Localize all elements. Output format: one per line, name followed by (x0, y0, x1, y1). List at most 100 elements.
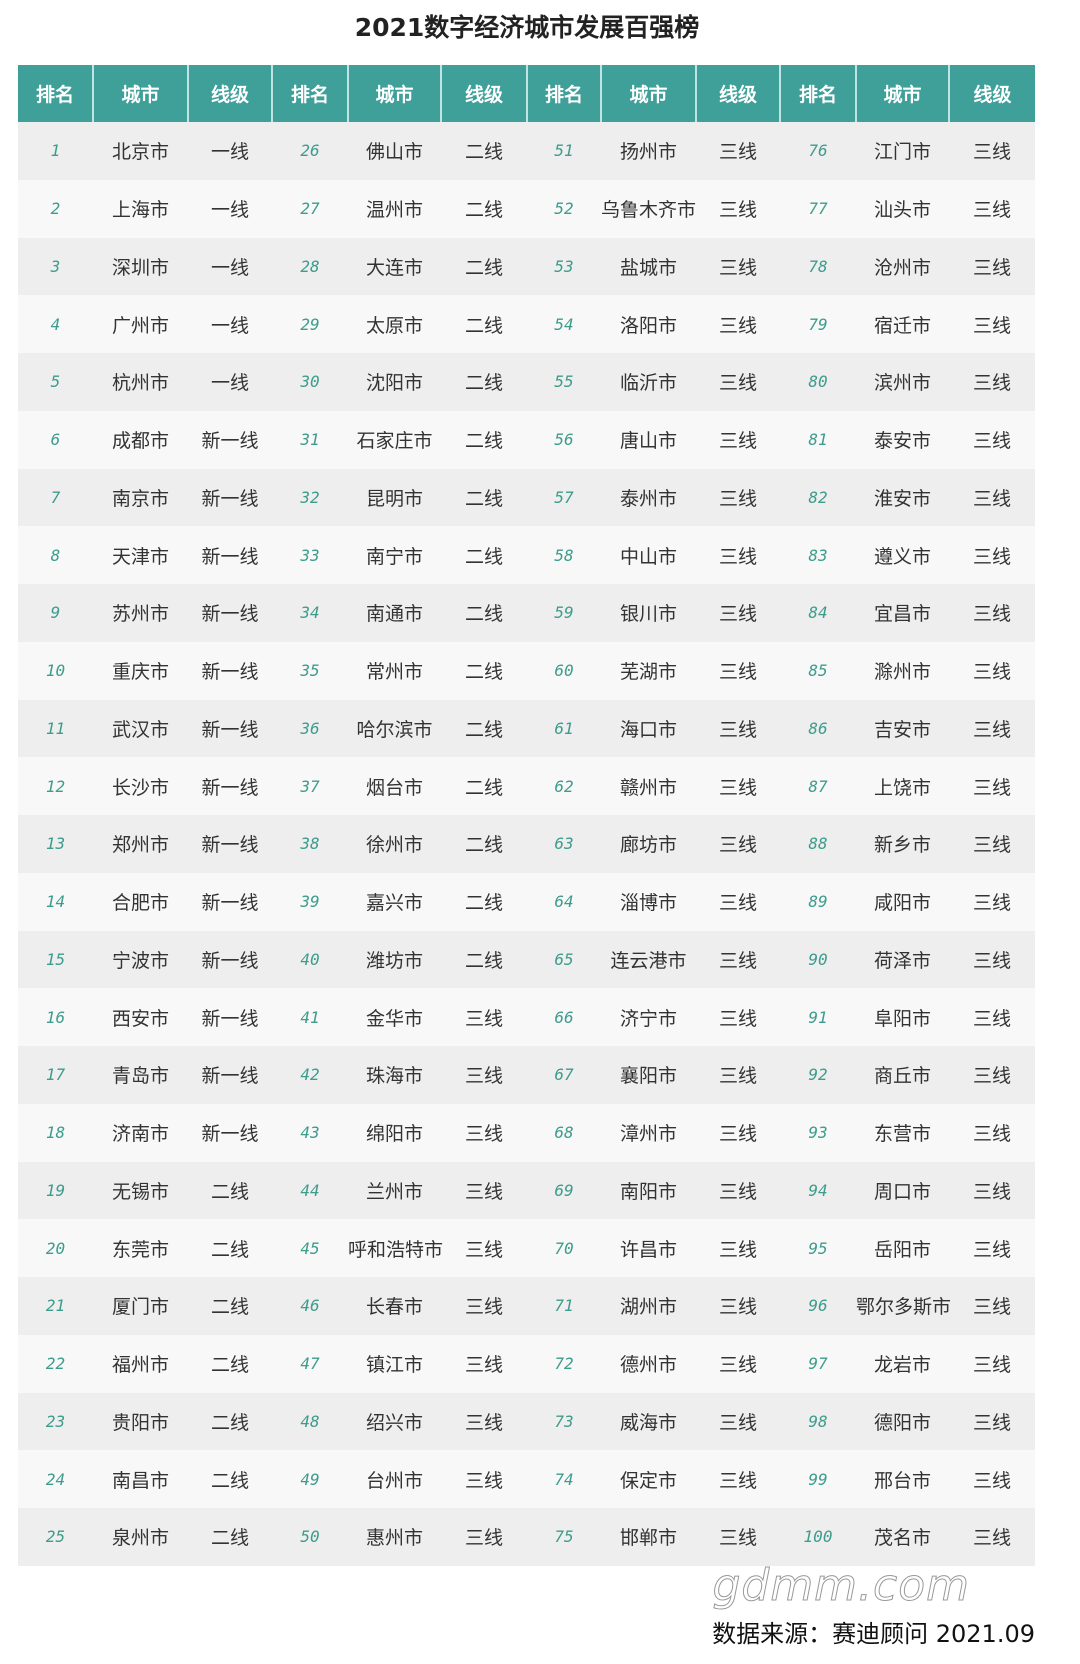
tier-cell: 新一线 (188, 988, 272, 1046)
table-row: 23 贵阳市 二线 48 绍兴市 三线 73 威海市 三线 98 德阳市 三线 (18, 1392, 1035, 1451)
rank-cell: 96 (780, 1277, 856, 1335)
city-cell: 天津市 (93, 526, 188, 584)
table-row: 15 宁波市 新一线 40 潍坊市 二线 65 连云港市 三线 90 荷泽市 三线 (18, 930, 1035, 989)
city-cell: 金华市 (348, 988, 441, 1046)
city-cell: 德阳市 (856, 1392, 949, 1451)
city-cell: 东营市 (856, 1103, 949, 1162)
tier-cell: 新一线 (188, 1046, 272, 1104)
city-cell: 沈阳市 (348, 353, 441, 411)
page-title: 2021数字经济城市发展百强榜 (354, 13, 700, 42)
tier-cell: 三线 (441, 1219, 527, 1277)
city-cell: 惠州市 (348, 1508, 441, 1566)
tier-cell: 新一线 (188, 526, 272, 584)
tier-cell: 二线 (441, 815, 527, 873)
rank-cell: 79 (780, 295, 856, 353)
rank-cell: 44 (272, 1161, 348, 1220)
city-cell: 珠海市 (348, 1046, 441, 1104)
city-cell: 临沂市 (601, 353, 696, 411)
rank-cell: 31 (272, 410, 348, 469)
city-cell: 青岛市 (93, 1046, 188, 1104)
city-cell: 宿迁市 (856, 295, 949, 353)
tier-cell: 三线 (441, 1046, 527, 1104)
table-row: 3 深圳市 一线 28 大连市 二线 53 盐城市 三线 78 沧州市 三线 (18, 237, 1035, 296)
tier-cell: 三线 (696, 1450, 780, 1508)
rank-cell: 95 (780, 1219, 856, 1277)
rank-cell: 59 (527, 584, 601, 642)
tier-cell: 三线 (949, 757, 1035, 815)
tier-cell: 新一线 (188, 815, 272, 873)
tier-cell: 三线 (696, 1508, 780, 1566)
tier-cell: 三线 (949, 237, 1035, 296)
rank-cell: 81 (780, 410, 856, 469)
tier-cell: 二线 (188, 1392, 272, 1451)
rank-cell: 9 (18, 584, 93, 642)
tier-cell: 三线 (949, 526, 1035, 584)
city-cell: 上饶市 (856, 757, 949, 815)
city-cell: 淮安市 (856, 468, 949, 527)
city-header: 城市 (92, 65, 188, 122)
city-cell: 绵阳市 (348, 1103, 441, 1162)
rank-cell: 41 (272, 988, 348, 1046)
rank-cell: 56 (527, 410, 601, 469)
rank-header: 排名 (18, 65, 93, 122)
rank-cell: 22 (18, 1334, 93, 1393)
city-cell: 廊坊市 (601, 815, 696, 873)
city-cell: 淄博市 (601, 872, 696, 931)
tier-cell: 三线 (696, 584, 780, 642)
city-cell: 哈尔滨市 (348, 699, 441, 758)
tier-cell: 新一线 (188, 641, 272, 700)
tier-cell: 三线 (696, 699, 780, 758)
city-cell: 滨州市 (856, 353, 949, 411)
rank-cell: 24 (18, 1450, 93, 1508)
rank-cell: 27 (272, 179, 348, 238)
rank-cell: 82 (780, 468, 856, 527)
rank-cell: 13 (18, 815, 93, 873)
city-cell: 镇江市 (348, 1334, 441, 1393)
city-cell: 宜昌市 (856, 584, 949, 642)
rank-cell: 25 (18, 1508, 93, 1566)
tier-cell: 新一线 (188, 757, 272, 815)
tier-cell: 新一线 (188, 872, 272, 931)
tier-cell: 一线 (188, 237, 272, 296)
rank-cell: 94 (780, 1161, 856, 1220)
city-cell: 泰州市 (601, 468, 696, 527)
rank-cell: 12 (18, 757, 93, 815)
city-cell: 海口市 (601, 699, 696, 758)
city-cell: 潍坊市 (348, 930, 441, 989)
rank-cell: 48 (272, 1392, 348, 1451)
tier-cell: 三线 (696, 815, 780, 873)
city-cell: 南宁市 (348, 526, 441, 584)
city-header: 城市 (347, 65, 441, 122)
city-cell: 南京市 (93, 468, 188, 527)
rank-cell: 10 (18, 641, 93, 700)
city-cell: 周口市 (856, 1161, 949, 1220)
rank-cell: 20 (18, 1219, 93, 1277)
tier-cell: 二线 (188, 1277, 272, 1335)
city-cell: 遵义市 (856, 526, 949, 584)
rank-cell: 28 (272, 237, 348, 296)
table-row: 6 成都市 新一线 31 石家庄市 二线 56 唐山市 三线 81 泰安市 三线 (18, 410, 1035, 469)
table-row: 11 武汉市 新一线 36 哈尔滨市 二线 61 海口市 三线 86 吉安市 三线 (18, 699, 1035, 758)
tier-cell: 二线 (441, 699, 527, 758)
tier-cell: 二线 (441, 353, 527, 411)
tier-cell: 三线 (949, 641, 1035, 700)
tier-cell: 一线 (188, 295, 272, 353)
tier-cell: 三线 (441, 1161, 527, 1220)
table-row: 19 无锡市 二线 44 兰州市 三线 69 南阳市 三线 94 周口市 三线 (18, 1161, 1035, 1220)
rank-cell: 68 (527, 1103, 601, 1162)
tier-cell: 一线 (188, 122, 272, 180)
rank-cell: 55 (527, 353, 601, 411)
tier-cell: 三线 (696, 468, 780, 527)
rank-cell: 69 (527, 1161, 601, 1220)
rank-cell: 19 (18, 1161, 93, 1220)
rank-cell: 46 (272, 1277, 348, 1335)
rank-cell: 3 (18, 237, 93, 296)
tier-cell: 一线 (188, 179, 272, 238)
city-cell: 吉安市 (856, 699, 949, 758)
tier-cell: 三线 (949, 872, 1035, 931)
rank-cell: 64 (527, 872, 601, 931)
city-cell: 邢台市 (856, 1450, 949, 1508)
tier-cell: 三线 (696, 1219, 780, 1277)
tier-cell: 二线 (441, 179, 527, 238)
city-cell: 烟台市 (348, 757, 441, 815)
